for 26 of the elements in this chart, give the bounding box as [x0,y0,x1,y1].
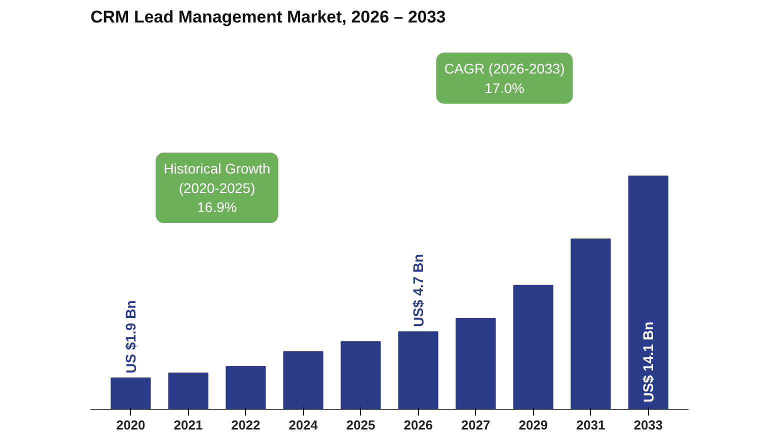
x-tick-label: 2027 [461,418,490,432]
bar [398,331,438,410]
bar [283,351,324,410]
annotation: Historical Growth (2020-2025) 16.9% [164,160,270,216]
bar [340,341,381,410]
x-tick-label: 2020 [116,418,146,432]
text: CAGR (2026-2033) 17.0% [444,60,565,96]
x-tick-label: 2031 [576,418,606,432]
x-tick-label: 2029 [518,418,548,432]
x-tick-label: 2024 [288,418,318,432]
chart-title: CRM Lead Management Market, 2026 – 2033 [90,8,446,26]
bar [168,372,208,410]
x-tick-label: 2025 [346,418,376,432]
bar [456,318,496,410]
bar [226,366,266,410]
bar [570,238,611,410]
bar [110,378,151,410]
data-label: US $1.9 Bn [122,300,139,374]
bar [628,176,668,410]
x-tick-label: 2026 [404,418,433,432]
data-label: US$ 14.1 Bn [640,322,656,402]
bar [513,284,554,410]
x-tick-label: 2021 [174,418,203,432]
x-tick-label: 2022 [231,418,260,432]
x-tick-label: 2033 [634,418,663,432]
data-label: US$ 4.7 Bn [410,254,426,328]
